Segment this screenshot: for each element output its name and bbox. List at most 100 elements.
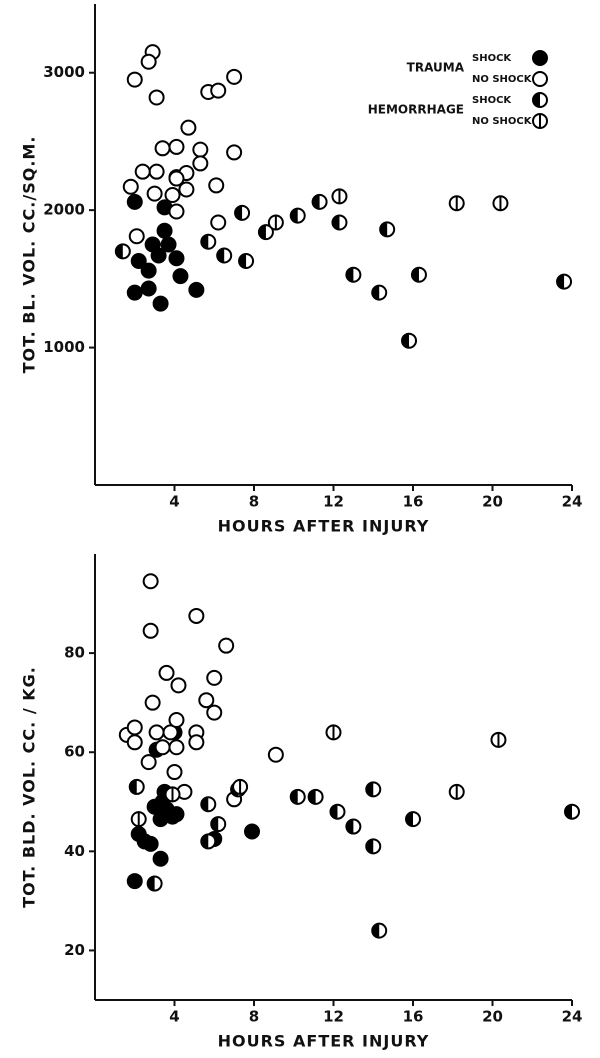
data-point — [289, 788, 306, 805]
data-point — [238, 252, 255, 269]
data-point — [130, 252, 147, 269]
data-point — [126, 71, 143, 88]
data-point — [206, 669, 223, 686]
data-point — [142, 622, 159, 639]
marker-fill — [168, 250, 185, 267]
data-point — [152, 850, 169, 867]
marker-ring — [188, 734, 205, 751]
data-point — [208, 177, 225, 194]
marker-ring — [170, 677, 187, 694]
marker-ring — [126, 71, 143, 88]
data-point — [232, 778, 249, 795]
marker-ring — [142, 622, 159, 639]
data-point — [192, 141, 209, 158]
legend-label: SHOCK — [472, 95, 512, 106]
legend-marker — [532, 71, 548, 87]
data-point — [556, 273, 573, 290]
data-point — [166, 764, 183, 781]
marker-ring — [168, 170, 185, 187]
marker-half — [147, 876, 155, 891]
marker-ring — [226, 144, 243, 161]
data-point — [150, 247, 167, 264]
marker-half — [402, 333, 410, 348]
marker-fill — [244, 823, 261, 840]
marker-half — [115, 244, 123, 259]
marker-ring — [168, 739, 185, 756]
marker-half — [366, 839, 374, 854]
marker-ring — [122, 178, 139, 195]
data-point — [164, 786, 181, 803]
marker-half — [366, 782, 374, 797]
x-tick-label: 24 — [562, 1008, 583, 1026]
data-point — [365, 838, 382, 855]
x-tick-label: 4 — [169, 493, 179, 511]
marker-ring — [168, 203, 185, 220]
data-point — [206, 704, 223, 721]
y-tick-label: 80 — [64, 644, 85, 662]
marker-half — [312, 194, 320, 209]
data-point — [158, 664, 175, 681]
data-point — [146, 875, 163, 892]
data-point — [244, 823, 261, 840]
data-point — [200, 233, 217, 250]
data-point — [311, 193, 328, 210]
marker-half — [239, 253, 247, 268]
marker-fill — [172, 268, 189, 285]
data-point — [140, 53, 157, 70]
data-point — [134, 163, 151, 180]
data-point — [168, 250, 185, 267]
y-axis-label: TOT. BLD. VOL. CC. / KG. — [20, 666, 39, 908]
data-point — [178, 181, 195, 198]
marker-half — [290, 789, 298, 804]
data-point — [379, 221, 396, 238]
x-tick-label: 24 — [562, 493, 583, 511]
marker-ring — [188, 607, 205, 624]
marker-ring — [210, 214, 227, 231]
data-point — [448, 783, 465, 800]
y-tick-label: 60 — [64, 743, 85, 761]
marker-fill — [156, 222, 173, 239]
data-point — [172, 268, 189, 285]
x-tick-label: 20 — [482, 493, 503, 511]
data-point — [492, 195, 509, 212]
data-point — [210, 82, 227, 99]
data-point — [331, 214, 348, 231]
data-point — [192, 155, 209, 172]
marker-ring — [192, 141, 209, 158]
data-point — [405, 811, 421, 828]
data-point — [142, 573, 159, 590]
data-point — [126, 193, 143, 210]
data-point — [140, 754, 157, 771]
data-point — [410, 266, 427, 283]
marker-half — [211, 817, 219, 832]
data-point — [365, 781, 382, 798]
x-tick-label: 4 — [169, 1008, 179, 1026]
marker-half — [346, 267, 354, 282]
data-point — [564, 803, 580, 820]
marker-half — [235, 205, 243, 220]
data-point — [154, 140, 171, 157]
marker-half — [308, 789, 316, 804]
marker-half — [406, 812, 413, 827]
y-tick-label: 2000 — [43, 201, 85, 219]
marker-ring — [144, 694, 161, 711]
marker-ring — [164, 187, 181, 204]
data-point — [210, 816, 227, 833]
marker-fill — [136, 833, 153, 850]
marker-half — [201, 797, 209, 812]
marker-half — [557, 274, 565, 289]
data-point — [148, 89, 165, 106]
marker-half — [129, 779, 137, 794]
data-point — [490, 731, 507, 748]
marker-ring — [168, 138, 185, 155]
data-point — [140, 280, 157, 297]
marker-ring — [148, 724, 165, 741]
data-point — [218, 637, 235, 654]
marker-fill — [146, 798, 163, 815]
marker-ring — [206, 704, 223, 721]
marker-half — [201, 234, 209, 249]
data-point — [156, 222, 173, 239]
data-point — [371, 284, 388, 301]
